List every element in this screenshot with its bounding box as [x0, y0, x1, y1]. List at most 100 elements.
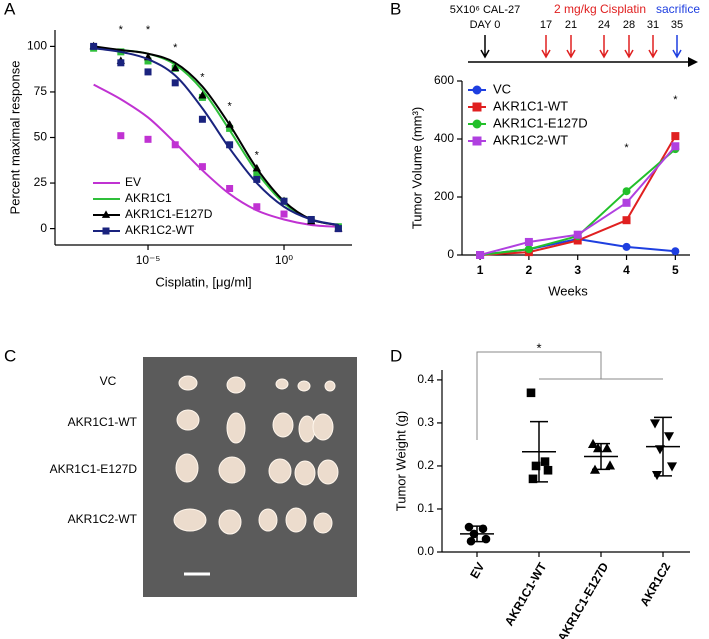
- legend-label: AKR1C1: [125, 191, 172, 205]
- marker: [671, 142, 680, 151]
- marker: [171, 141, 179, 149]
- timeline-arrow: [541, 35, 551, 59]
- marker: [604, 460, 616, 470]
- row-label: AKR1C1-E127D: [50, 462, 138, 476]
- marker: [666, 462, 678, 472]
- marker: [472, 102, 482, 112]
- panel-label: C: [4, 346, 16, 365]
- marker: [663, 432, 675, 442]
- x-tick-label: 3: [574, 263, 581, 277]
- x-tick-label: 10⁻⁵: [136, 253, 161, 267]
- timeline-arrow: [624, 35, 634, 59]
- tumor-photo: [143, 357, 357, 597]
- y-tick-label: 100: [27, 39, 47, 53]
- y-axis-title: Tumor Volume (mm³): [409, 107, 424, 229]
- marker: [90, 42, 98, 50]
- annotation: *: [200, 71, 205, 83]
- x-tick-label: 1: [477, 263, 484, 277]
- legend-label: AKR1C1-WT: [493, 98, 568, 113]
- marker: [476, 251, 485, 259]
- marker: [671, 247, 680, 256]
- marker: [543, 465, 553, 475]
- annotation: *: [119, 24, 124, 36]
- marker: [622, 198, 631, 207]
- annotation: *: [673, 94, 678, 106]
- legend-label: EV: [125, 175, 141, 189]
- row-label: AKR1C2-WT: [68, 512, 138, 526]
- timeline-day: 31: [647, 19, 659, 31]
- marker: [226, 185, 234, 193]
- marker: [198, 90, 207, 99]
- marker: [144, 68, 152, 76]
- timeline-label: DAY 0: [470, 19, 501, 31]
- marker: [524, 237, 533, 246]
- panel-label: D: [390, 346, 402, 365]
- fit-curve: [93, 45, 339, 226]
- significance-bracket: [476, 351, 663, 440]
- marker: [526, 388, 536, 398]
- panel-label: A: [4, 0, 16, 18]
- marker: [280, 210, 288, 218]
- legend-label: VC: [493, 81, 511, 96]
- y-tick-label: 0.0: [417, 544, 434, 558]
- y-tick-label: 0.1: [417, 501, 434, 515]
- marker: [622, 216, 631, 225]
- row-label: VC: [100, 374, 117, 388]
- timeline-arrow: [672, 35, 682, 59]
- marker: [671, 132, 680, 141]
- marker: [622, 187, 631, 196]
- y-tick-label: 0: [40, 221, 47, 235]
- y-axis-title: Tumor Weight (g): [393, 411, 408, 511]
- timeline-arrow: [648, 35, 658, 59]
- timeline-day: 28: [623, 19, 635, 31]
- marker: [472, 85, 482, 95]
- timeline-day: 17: [540, 19, 552, 31]
- y-tick-label: 600: [434, 73, 454, 87]
- x-tick-label: 10⁰: [275, 253, 293, 267]
- timeline-label: 5X10⁶ CAL-27: [450, 4, 521, 16]
- y-axis-title: Percent maximal response: [7, 61, 22, 215]
- marker: [171, 63, 180, 72]
- marker: [654, 445, 666, 455]
- timeline-arrow: [599, 35, 609, 59]
- y-tick-label: 50: [34, 130, 48, 144]
- y-tick-label: 0: [447, 247, 454, 261]
- y-tick-label: 0.3: [417, 415, 434, 429]
- timeline-arrowhead: [688, 57, 698, 67]
- x-axis-title: Cisplatin, [μg/ml]: [155, 274, 251, 289]
- timeline-day: 21: [565, 19, 577, 31]
- marker: [117, 59, 125, 67]
- marker: [226, 141, 234, 149]
- marker: [280, 197, 288, 205]
- marker: [198, 115, 206, 123]
- marker: [540, 457, 550, 466]
- marker: [171, 79, 179, 87]
- timeline-arrow: [480, 35, 490, 59]
- row-label: AKR1C1-WT: [68, 415, 138, 429]
- marker: [144, 135, 152, 143]
- marker: [464, 522, 474, 532]
- marker: [622, 242, 631, 251]
- marker: [531, 461, 541, 471]
- marker: [307, 215, 315, 223]
- x-axis-title: Weeks: [548, 283, 588, 298]
- marker: [102, 227, 110, 235]
- annotation: *: [173, 42, 178, 54]
- marker: [528, 474, 538, 484]
- sd-bar: [468, 525, 486, 543]
- marker: [117, 132, 125, 140]
- fit-curve: [93, 47, 339, 226]
- timeline-arrow: [566, 35, 576, 59]
- x-tick-label: 2: [526, 263, 533, 277]
- marker: [225, 120, 234, 128]
- annotation: *: [227, 100, 232, 112]
- x-tick-label: 4: [623, 263, 630, 277]
- marker: [253, 175, 261, 183]
- sd-bar: [654, 416, 672, 477]
- marker: [472, 136, 482, 146]
- legend-label: AKR1C2-WT: [493, 132, 568, 147]
- timeline-day: 35: [671, 19, 683, 31]
- timeline-label: sacrifice: [656, 2, 700, 16]
